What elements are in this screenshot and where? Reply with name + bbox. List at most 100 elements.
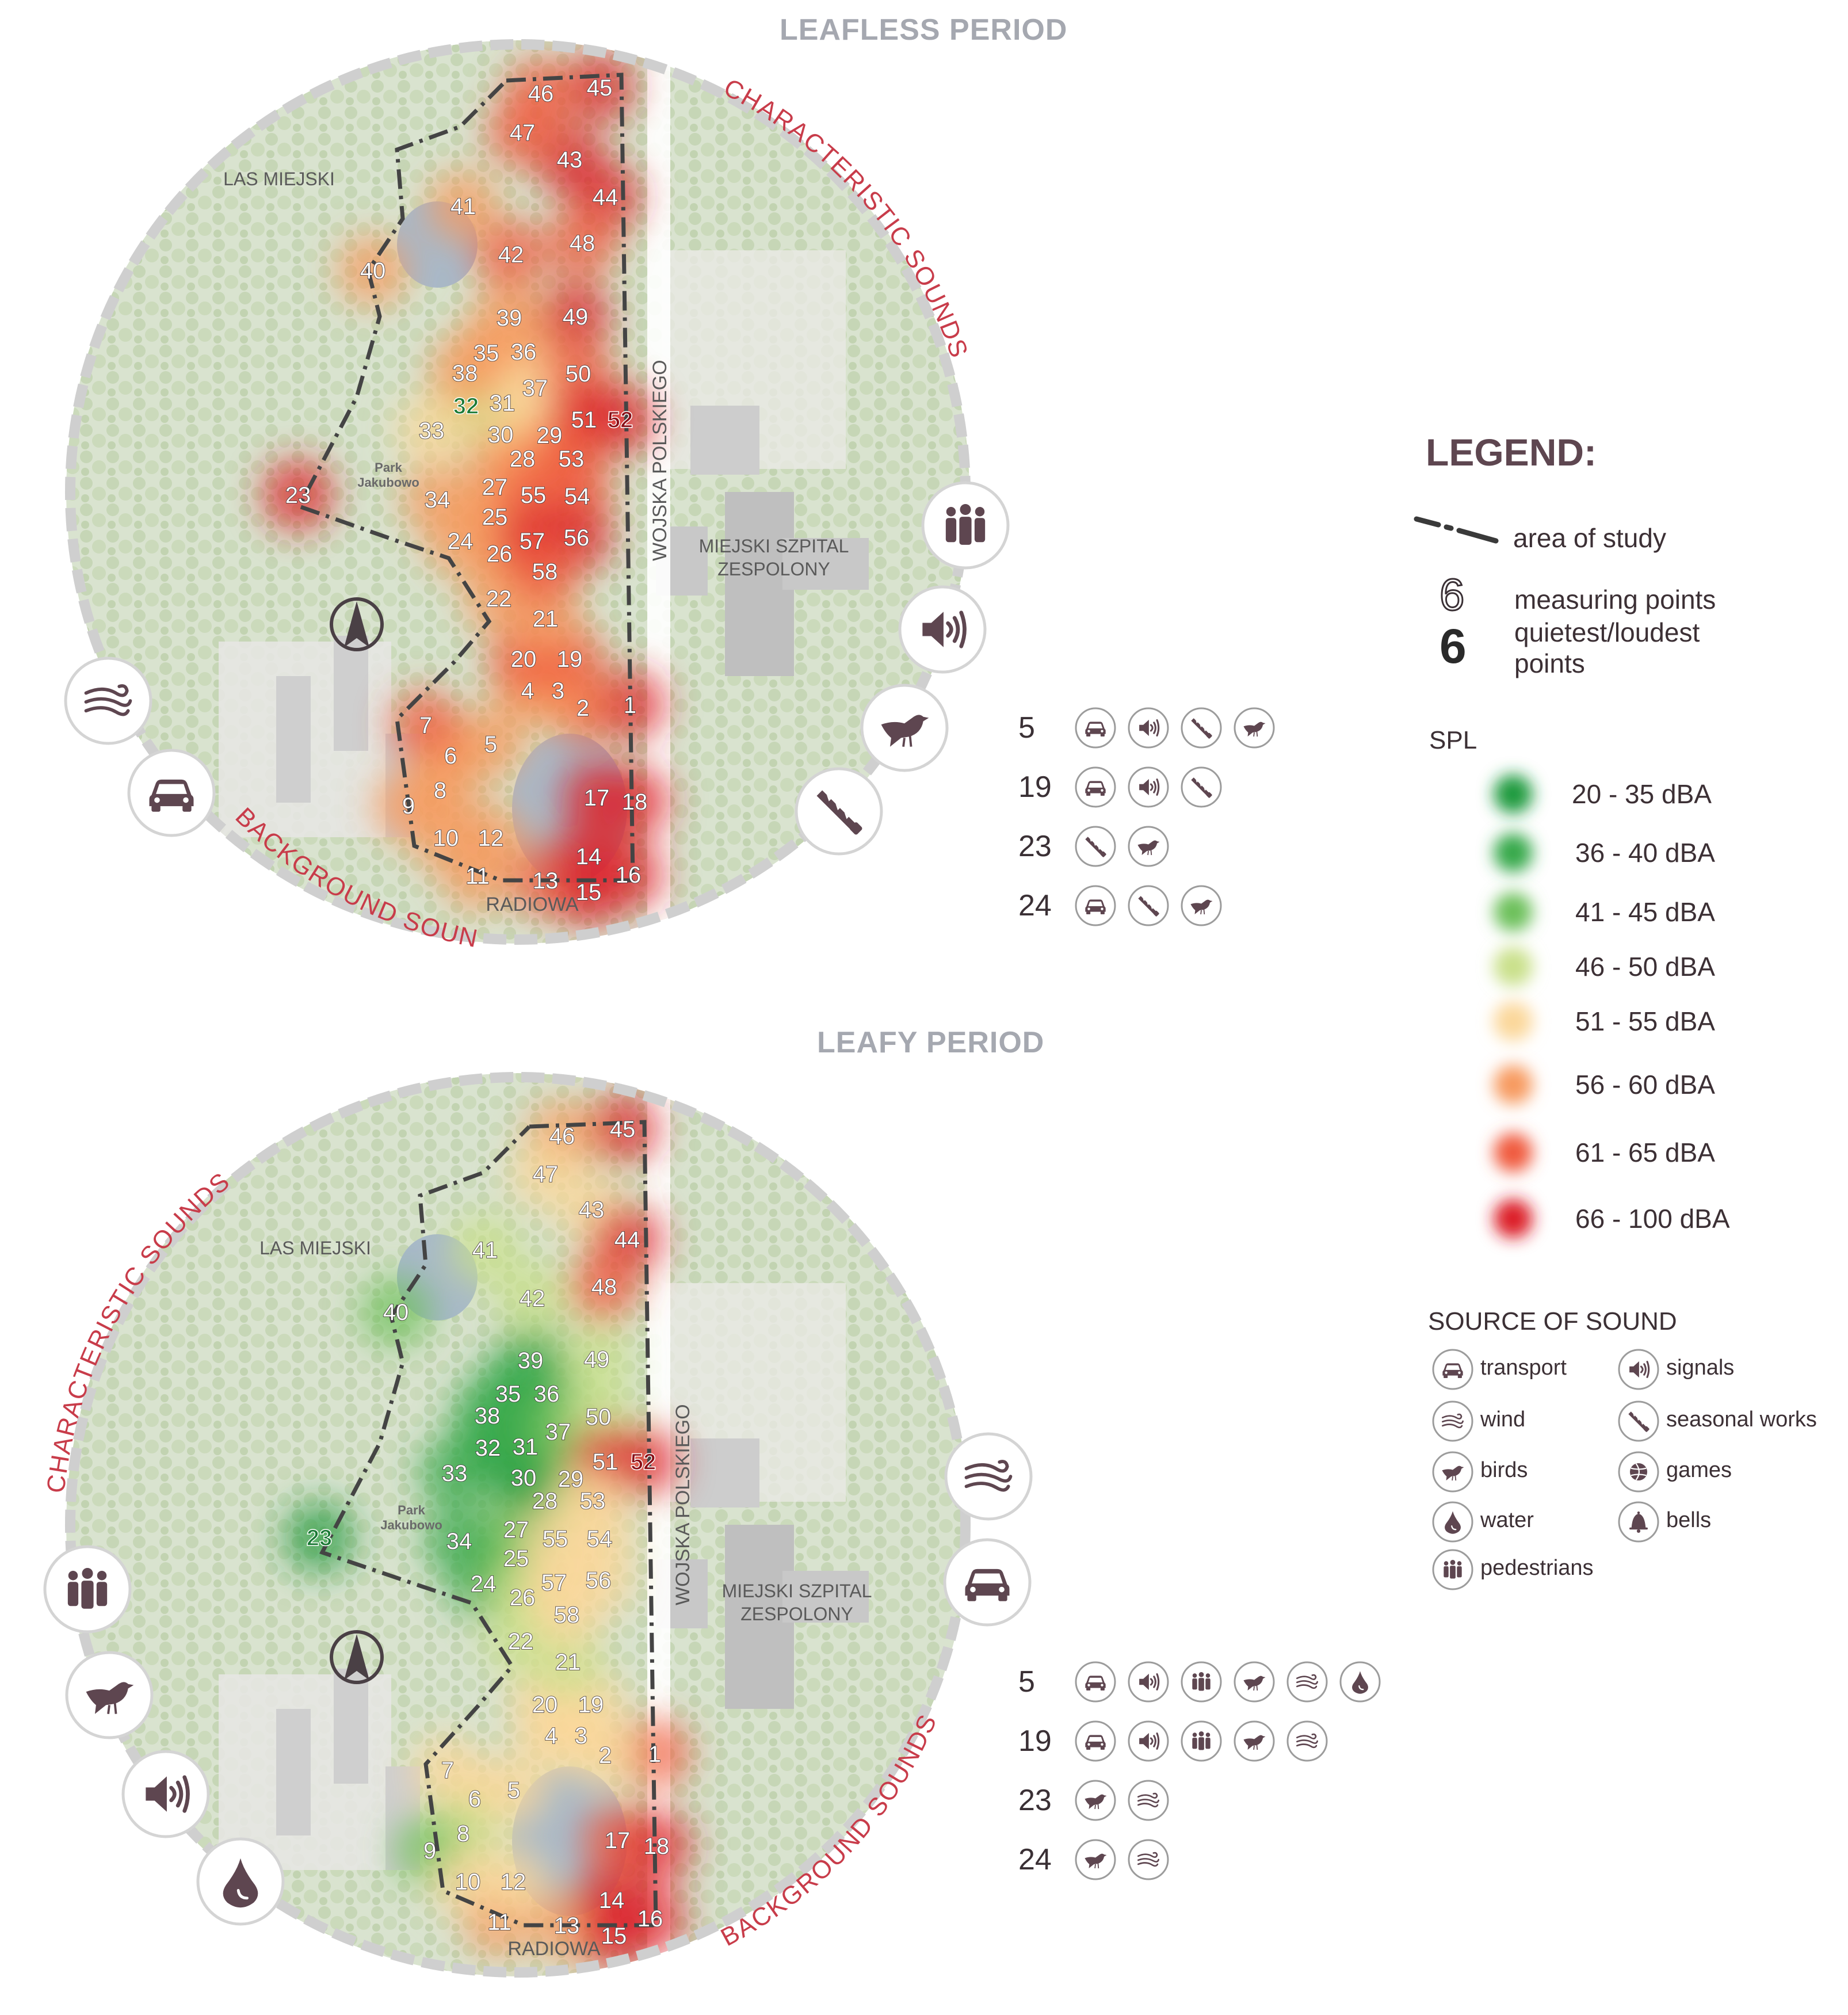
measuring-point: 13 [533,868,559,894]
legend-spl-title: SPL [1429,726,1477,754]
source-label: signals [1666,1356,1735,1380]
north-arrow-icon [330,597,384,651]
wind-icon [1128,1780,1169,1821]
spl-class-label: 51 - 55 dBA [1575,1006,1715,1036]
measuring-point: 42 [498,242,524,268]
measuring-point: 39 [497,306,522,331]
szpital-label-2: ZESPOLONY [740,1604,853,1624]
measuring-point: 15 [601,1924,627,1949]
source-label: wind [1480,1407,1526,1432]
measuring-point: 48 [570,231,595,256]
area-of-study-boundary [296,72,635,883]
measuring-point: 57 [541,1570,567,1596]
szpital-label-1: MIEJSKI SZPITAL [722,1581,872,1601]
spl-swatch [1494,892,1533,932]
measuring-point: 7 [441,1758,454,1783]
wind-icon [64,657,152,745]
legend-quietest-loudest-2: points [1514,648,1585,678]
spl-swatch [1494,1002,1533,1041]
szpital-label-1: MIEJSKI SZPITAL [699,536,849,556]
measuring-point: 30 [511,1466,537,1491]
car-icon [1075,1720,1116,1762]
source-label: bells [1666,1508,1712,1532]
leafless-title: LEAFLESS PERIOD [780,13,1068,47]
spl-class-label: 46 - 50 dBA [1575,952,1715,982]
legend-boundary-sample [1414,516,1499,544]
source-label: transport [1480,1356,1567,1380]
measuring-point: 10 [455,1869,481,1895]
measuring-point: 47 [510,120,536,146]
spl-class-label: 56 - 60 dBA [1575,1070,1715,1100]
drop-icon [1432,1501,1473,1543]
car-icon [1075,766,1116,808]
source-label: water [1480,1508,1534,1532]
sound-table-point: 23 [1018,830,1052,863]
measuring-point: 6 [468,1787,481,1812]
spl-class-label: 36 - 40 dBA [1575,838,1715,868]
park-label-1: Park [398,1503,425,1517]
measuring-point: 29 [558,1467,584,1492]
pedestrians-icon [1181,1661,1222,1703]
spl-class-label: 41 - 45 dBA [1575,897,1715,927]
measuring-point: 41 [450,194,476,219]
measuring-point: 12 [478,826,504,851]
measuring-point: 43 [579,1197,605,1223]
measuring-point: 35 [495,1382,521,1407]
measuring-point: 33 [419,418,445,444]
wojska-polskiego-label: WOJSKA POLSKIEGO [649,360,671,561]
source-label: birds [1480,1458,1528,1482]
szpital-label-2: ZESPOLONY [717,559,830,579]
measuring-point: 41 [472,1238,498,1263]
bird-icon [1128,826,1169,867]
legend-area-of-study: area of study [1513,523,1666,553]
measuring-point: 38 [475,1403,501,1429]
wind-icon [1286,1661,1328,1703]
area-of-study-boundary [319,1120,658,1928]
measuring-point: 40 [360,258,386,284]
source-label: seasonal works [1666,1407,1817,1432]
measuring-point: 19 [557,647,583,672]
measuring-point: 21 [555,1650,581,1675]
measuring-point: 37 [545,1419,571,1445]
measuring-point: 55 [521,483,547,508]
legend-title: LEGEND: [1426,431,1597,474]
spl-swatch [1494,1065,1533,1104]
measuring-point: 56 [564,525,590,551]
measuring-point: 57 [520,529,545,554]
ball-icon [1618,1451,1659,1493]
wind-icon [1128,1839,1169,1880]
park-label-1: Park [375,460,402,475]
measuring-point: 18 [644,1834,670,1859]
saw-icon [1181,766,1222,808]
measuring-point: 26 [510,1585,536,1611]
spl-swatch [1494,1199,1533,1238]
saw-icon [1181,707,1222,749]
speaker-icon [1128,1661,1169,1703]
car-icon [1075,885,1116,926]
car-icon [1075,1661,1116,1703]
measuring-point: 13 [554,1913,580,1938]
measuring-point: 58 [532,559,558,585]
measuring-point: 54 [587,1526,613,1552]
bird-icon [860,684,949,772]
measuring-point: 21 [533,606,559,632]
saw-icon [795,767,883,856]
measuring-point: 10 [433,826,459,851]
measuring-point: 33 [442,1461,468,1486]
pedestrians-icon [1181,1720,1222,1762]
saw-icon [1075,826,1116,867]
measuring-point: 53 [559,446,585,472]
pedestrians-icon [1432,1549,1473,1590]
measuring-point: 52 [608,407,633,433]
drop-icon [196,1837,285,1926]
measuring-point: 43 [557,147,583,173]
measuring-point: 24 [448,529,474,554]
las-miejski-label: LAS MIEJSKI [259,1238,371,1258]
measuring-point: 9 [423,1838,436,1864]
measuring-point: 12 [501,1869,526,1895]
measuring-point: 17 [584,785,610,811]
measuring-point: 30 [488,422,514,448]
